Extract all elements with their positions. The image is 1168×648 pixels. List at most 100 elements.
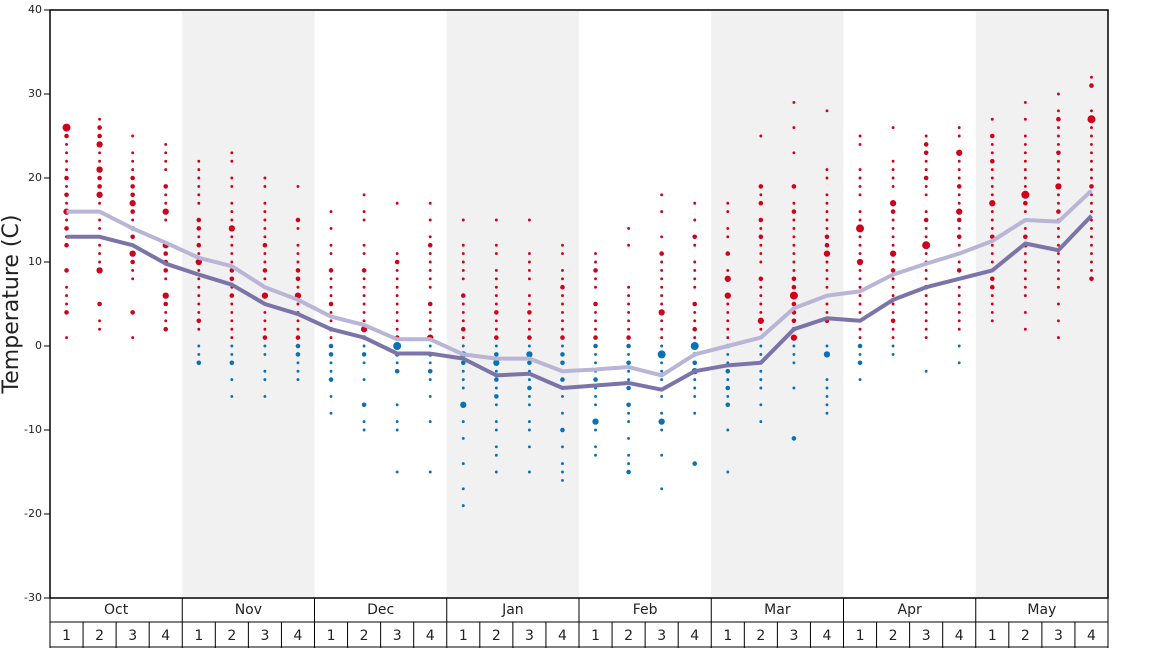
temperature-dot [1023,142,1027,146]
temperature-dot [460,360,466,366]
temperature-dot [989,158,995,164]
temperature-dot [792,252,796,256]
temperature-dot [494,319,498,323]
temperature-dot [428,327,432,331]
y-tick-label: -30 [24,591,42,604]
temperature-dot [228,225,235,232]
temperature-dot [494,294,498,298]
temperature-dot [627,310,631,314]
y-tick-label: 30 [28,87,42,100]
temperature-dot [957,126,961,130]
temperature-dot [726,310,730,314]
temperature-dot [230,201,234,205]
temperature-dot [561,394,564,398]
temperature-dot [361,352,367,357]
temperature-dot [759,226,763,230]
temperature-dot [594,361,597,365]
temperature-dot [924,369,928,373]
temperature-dot [65,168,68,172]
temperature-dot [693,243,697,247]
temperature-dot [724,292,731,299]
temperature-dot [494,285,498,289]
temperature-dot [758,184,764,189]
temperature-dot [792,260,796,264]
temperature-dot [164,310,168,314]
temperature-dot [329,310,333,314]
temperature-dot [527,360,532,366]
temperature-dot [461,302,465,306]
temperature-dot [98,260,102,264]
temperature-dot [924,327,928,331]
temperature-dot [493,359,500,366]
temperature-dot [130,310,135,315]
temperature-dot [1090,109,1093,113]
temperature-dot [1023,159,1027,163]
temperature-dot [594,252,597,256]
temperature-dot [891,159,895,163]
temperature-dot [428,235,432,239]
trend-line [66,189,1093,378]
temperature-dot [560,284,565,290]
y-tick-label: -10 [24,423,42,436]
temperature-dot [296,302,300,306]
temperature-dot [461,504,465,508]
temperature-dot [726,235,730,239]
temperature-dot [891,218,895,222]
temperature-dot [393,342,402,350]
temperature-dot [560,427,565,433]
temperature-dot [230,310,234,314]
temperature-dot [825,168,829,172]
temperature-dot [1023,151,1027,155]
temperature-dot [957,260,961,264]
temperature-dot [924,193,928,197]
temperature-dot [329,277,333,281]
month-label: Dec [367,602,394,618]
temperature-dot [263,252,267,256]
temperature-dot [296,226,300,230]
temperature-dot [660,193,664,197]
temperature-dot [594,260,597,264]
temperature-dot [263,235,267,239]
temperature-dot [1090,201,1093,205]
temperature-dot [164,193,168,197]
temperature-dot [891,352,895,356]
temperature-dot [65,142,68,146]
temperature-dot [461,487,465,491]
temperature-dot [263,327,267,331]
temperature-dot [924,268,928,272]
temperature-dot [1023,210,1027,214]
temperature-dot [494,252,498,256]
temperature-dot [990,294,994,298]
temperature-dot [1023,176,1027,180]
temperature-dot [792,126,796,130]
temperature-dot [527,420,531,424]
temperature-dot [230,151,234,155]
temperature-dot [230,235,234,239]
temperature-dot [164,319,168,323]
temperature-dot [858,168,862,172]
temperature-dot [263,352,267,356]
temperature-dot [957,361,961,365]
temperature-dot [1056,285,1060,289]
temperature-dot [856,258,864,266]
temperature-dot [957,344,961,348]
temperature-dot [494,470,498,474]
temperature-dot [924,210,928,214]
temperature-dot [196,360,202,366]
month-label: Nov [235,602,262,618]
temperature-dot [162,292,169,299]
y-axis-label: Temperature (C) [0,215,24,395]
temperature-dot [230,394,234,398]
temperature-dot [891,344,895,348]
temperature-dot [329,243,333,247]
temperature-dot [230,184,234,188]
temperature-dot [561,252,564,256]
temperature-dot [759,403,763,407]
temperature-dot [858,218,862,222]
temperature-dot [428,218,432,222]
temperature-dot [263,344,267,348]
temperature-dot [494,268,498,272]
temperature-dot [164,168,168,172]
temperature-dot [990,310,994,314]
temperature-dot [990,302,994,306]
